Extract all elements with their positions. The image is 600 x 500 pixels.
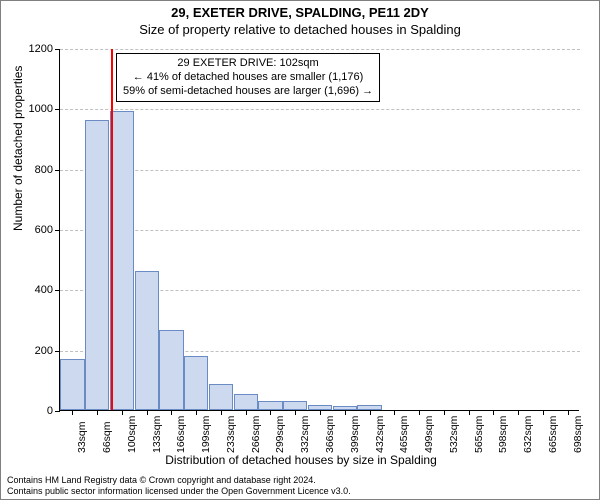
- xtick-mark: [518, 410, 519, 415]
- histogram-chart: 02004006008001000120033sqm66sqm100sqm133…: [59, 49, 579, 411]
- plot-region: 02004006008001000120033sqm66sqm100sqm133…: [59, 49, 579, 411]
- x-axis-label: Distribution of detached houses by size …: [1, 453, 600, 467]
- xtick-mark: [171, 410, 172, 415]
- gridline: [60, 109, 580, 110]
- xtick-mark: [444, 410, 445, 415]
- xtick-mark: [419, 410, 420, 415]
- xtick-label: 100sqm: [126, 416, 138, 453]
- xtick-mark: [543, 410, 544, 415]
- histogram-bar: [60, 359, 84, 410]
- histogram-bar: [135, 271, 159, 410]
- xtick-mark: [394, 410, 395, 415]
- xtick-label: 565sqm: [473, 416, 485, 453]
- xtick-mark: [72, 410, 73, 415]
- gridline: [60, 230, 580, 231]
- xtick-label: 66sqm: [101, 421, 113, 453]
- histogram-bar: [209, 384, 233, 410]
- ytick-label: 200: [13, 345, 53, 357]
- xtick-label: 266sqm: [250, 416, 262, 453]
- ytick-mark: [55, 411, 60, 412]
- ytick-label: 0: [13, 405, 53, 417]
- annotation-line: ← 41% of detached houses are smaller (1,…: [123, 71, 373, 85]
- xtick-label: 366sqm: [324, 416, 336, 453]
- gridline: [60, 49, 580, 50]
- annotation-line: 59% of semi-detached houses are larger (…: [123, 85, 373, 99]
- histogram-bar: [258, 401, 282, 410]
- ytick-label: 1000: [13, 103, 53, 115]
- xtick-mark: [221, 410, 222, 415]
- ytick-mark: [55, 230, 60, 231]
- histogram-bar: [184, 356, 208, 410]
- xtick-mark: [370, 410, 371, 415]
- xtick-label: 299sqm: [274, 416, 286, 453]
- xtick-mark: [295, 410, 296, 415]
- ytick-label: 800: [13, 164, 53, 176]
- ytick-label: 400: [13, 284, 53, 296]
- ytick-label: 1200: [13, 43, 53, 55]
- xtick-label: 598sqm: [497, 416, 509, 453]
- histogram-bar: [110, 111, 134, 410]
- ytick-mark: [55, 109, 60, 110]
- xtick-label: 665sqm: [547, 416, 559, 453]
- xtick-label: 499sqm: [423, 416, 435, 453]
- xtick-mark: [122, 410, 123, 415]
- xtick-mark: [568, 410, 569, 415]
- xtick-label: 465sqm: [398, 416, 410, 453]
- ytick-mark: [55, 170, 60, 171]
- xtick-label: 233sqm: [225, 416, 237, 453]
- xtick-mark: [469, 410, 470, 415]
- xtick-label: 332sqm: [299, 416, 311, 453]
- xtick-label: 399sqm: [349, 416, 361, 453]
- histogram-bar: [159, 330, 183, 410]
- xtick-label: 33sqm: [76, 421, 88, 453]
- ytick-mark: [55, 49, 60, 50]
- xtick-mark: [493, 410, 494, 415]
- xtick-mark: [345, 410, 346, 415]
- xtick-label: 133sqm: [151, 416, 163, 453]
- footer-line2: Contains public sector information licen…: [7, 486, 351, 497]
- marker-line: [111, 49, 113, 410]
- xtick-label: 698sqm: [572, 416, 584, 453]
- xtick-label: 532sqm: [448, 416, 460, 453]
- y-axis-label: Number of detached properties: [11, 66, 25, 231]
- xtick-label: 166sqm: [175, 416, 187, 453]
- xtick-mark: [196, 410, 197, 415]
- ytick-mark: [55, 290, 60, 291]
- xtick-label: 632sqm: [522, 416, 534, 453]
- xtick-mark: [270, 410, 271, 415]
- xtick-mark: [246, 410, 247, 415]
- page-title: 29, EXETER DRIVE, SPALDING, PE11 2DY: [1, 5, 599, 20]
- xtick-mark: [97, 410, 98, 415]
- xtick-label: 199sqm: [200, 416, 212, 453]
- histogram-bar: [283, 401, 307, 410]
- xtick-mark: [320, 410, 321, 415]
- footer-attribution: Contains HM Land Registry data © Crown c…: [7, 475, 351, 497]
- page-subtitle: Size of property relative to detached ho…: [1, 22, 599, 37]
- histogram-bar: [85, 120, 109, 410]
- ytick-mark: [55, 351, 60, 352]
- histogram-bar: [234, 394, 258, 410]
- annotation-box: 29 EXETER DRIVE: 102sqm← 41% of detached…: [116, 53, 380, 102]
- gridline: [60, 170, 580, 171]
- xtick-mark: [147, 410, 148, 415]
- xtick-label: 432sqm: [374, 416, 386, 453]
- annotation-line: 29 EXETER DRIVE: 102sqm: [123, 57, 373, 71]
- footer-line1: Contains HM Land Registry data © Crown c…: [7, 475, 351, 486]
- ytick-label: 600: [13, 224, 53, 236]
